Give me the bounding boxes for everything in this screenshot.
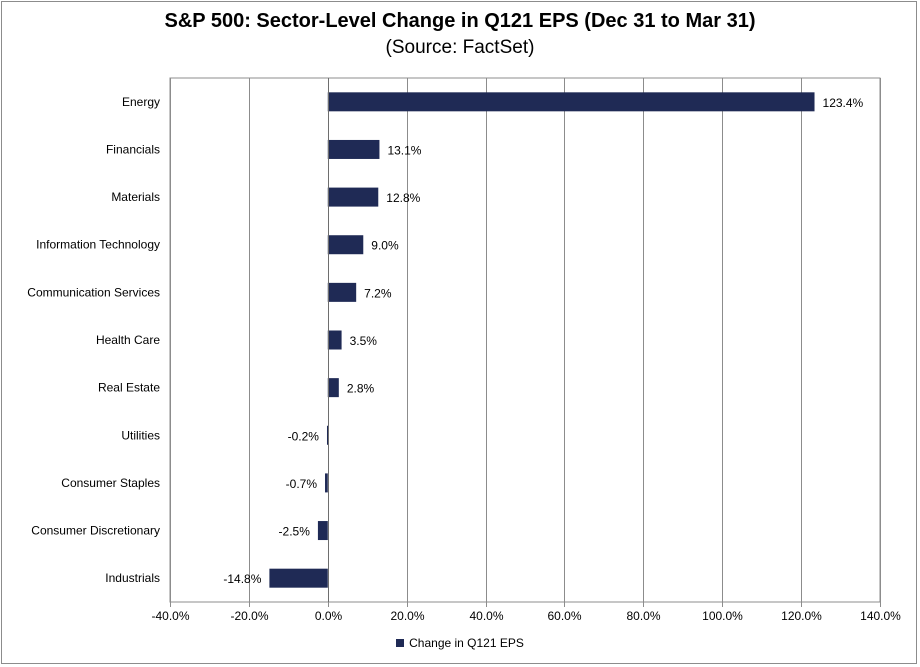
- bar: [327, 378, 339, 398]
- bar: [326, 425, 329, 445]
- category-label: Financials: [106, 142, 160, 156]
- x-tick-label: -40.0%: [151, 609, 189, 623]
- category-label: Energy: [122, 95, 160, 109]
- x-tick-label: 60.0%: [547, 609, 581, 623]
- x-tick-label: 100.0%: [702, 609, 743, 623]
- x-tick-label: -20.0%: [230, 609, 268, 623]
- data-label: 7.2%: [364, 286, 392, 300]
- data-label: 13.1%: [387, 143, 421, 157]
- category-label: Communication Services: [27, 285, 160, 299]
- category-label: Materials: [111, 190, 160, 204]
- x-tick-label: 40.0%: [469, 609, 503, 623]
- category-label: Utilities: [121, 428, 160, 442]
- data-label: 123.4%: [823, 96, 864, 110]
- bar: [327, 92, 815, 112]
- x-tick-label: 140.0%: [860, 609, 901, 623]
- data-label: -2.5%: [279, 525, 311, 539]
- x-tick-label: 80.0%: [626, 609, 660, 623]
- chart-legend: Change in Q121 EPS: [0, 636, 920, 650]
- x-tick-label: 0.0%: [315, 609, 343, 623]
- data-label: -0.2%: [288, 429, 320, 443]
- x-tick-label: 20.0%: [390, 609, 424, 623]
- bar: [327, 330, 342, 350]
- bar: [325, 473, 328, 493]
- data-label: -0.7%: [286, 477, 318, 491]
- chart-subtitle: (Source: FactSet): [385, 37, 535, 58]
- data-label: 2.8%: [347, 382, 375, 396]
- chart-title: S&P 500: Sector-Level Change in Q121 EPS…: [164, 10, 756, 32]
- category-label: Health Care: [96, 333, 160, 347]
- plot-area-border: [169, 77, 881, 603]
- category-label: Industrials: [105, 571, 160, 585]
- bar: [317, 521, 328, 541]
- category-label: Real Estate: [98, 381, 160, 395]
- data-label: 12.8%: [386, 191, 420, 205]
- bar: [327, 187, 379, 207]
- bar: [327, 282, 357, 302]
- data-label: -14.8%: [223, 572, 261, 586]
- bar: [327, 235, 364, 255]
- category-label: Information Technology: [36, 238, 160, 252]
- bar: [327, 139, 380, 159]
- legend-swatch: [396, 639, 405, 647]
- data-label: 3.5%: [350, 334, 378, 348]
- bar: [269, 568, 328, 588]
- category-label: Consumer Staples: [61, 476, 160, 490]
- x-tick-label: 120.0%: [781, 609, 822, 623]
- data-label: 9.0%: [371, 239, 399, 253]
- category-label: Consumer Discretionary: [31, 524, 160, 538]
- legend-label: Change in Q121 EPS: [409, 636, 524, 650]
